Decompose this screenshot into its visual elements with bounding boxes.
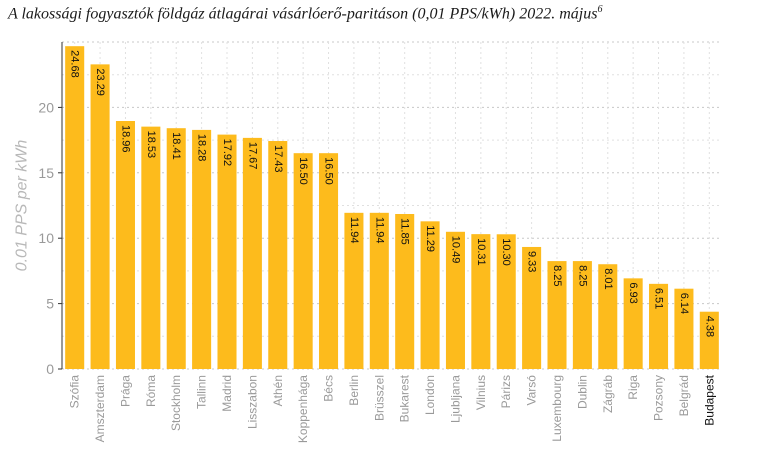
x-tick-label: Ljubljana: [448, 375, 462, 423]
value-label: 8.25: [551, 265, 563, 286]
labels: 24.68 Szófia 23.29 Amszterdam 18.96 Prága 18.5…: [14, 50, 717, 443]
bar-Zágráb: [598, 264, 618, 369]
value-label: 16.50: [323, 157, 335, 185]
bar-Koppenhága: [293, 153, 313, 369]
x-tick-label: Bukarest: [398, 374, 412, 422]
x-tick-label: Tallinn: [195, 375, 209, 409]
y-tick-label: 20: [38, 99, 54, 115]
bar-Amszterdam: [90, 64, 110, 370]
x-tick-label: Koppenhága: [296, 375, 310, 443]
value-label: 17.43: [272, 145, 284, 173]
bar-Riga: [623, 278, 643, 369]
grid: [62, 41, 722, 370]
x-tick-label: Amszterdam: [93, 375, 107, 442]
value-label: 23.29: [94, 68, 106, 96]
value-label: 18.41: [170, 132, 182, 160]
x-tick-label: Szófia: [68, 375, 82, 409]
bar-Párizs: [496, 234, 516, 369]
bar-Varsó: [522, 246, 542, 369]
x-tick-label: Athén: [271, 375, 285, 406]
x-tick-label: Párizs: [499, 375, 513, 408]
x-tick-label: Varsó: [525, 375, 539, 406]
y-tick-label: 15: [38, 165, 54, 181]
value-label: 17.92: [221, 139, 233, 167]
bar-Róma: [141, 126, 161, 370]
x-tick-label: Pozsony: [652, 375, 666, 421]
value-label: 10.31: [475, 238, 487, 266]
x-tick-label: Stockholm: [169, 375, 183, 431]
y-tick-label: 5: [46, 296, 54, 312]
x-tick-label: Brüsszel: [372, 375, 386, 421]
axes: [58, 42, 63, 370]
bar-Madrid: [217, 134, 237, 369]
bar-Tallinn: [192, 129, 212, 369]
chart-title-footnote-mark: 6: [597, 4, 603, 15]
value-label: 6.51: [653, 288, 665, 309]
chart-title-text: A lakossági fogyasztók földgáz átlagárai…: [8, 5, 598, 23]
bar-Pozsony: [649, 283, 669, 369]
bar-Bécs: [319, 153, 339, 369]
x-tick-label: London: [423, 375, 437, 415]
bar-Szófia: [65, 46, 85, 369]
value-label: 11.29: [424, 225, 436, 252]
bar-Ljubljana: [445, 231, 465, 369]
bar-Dublin: [572, 261, 592, 369]
x-tick-label: Vilnius: [474, 375, 488, 410]
y-axis-title: 0.01 PPS per kWh: [14, 140, 31, 272]
x-tick-label: Berlin: [347, 375, 361, 406]
x-tick-label: Dublin: [575, 375, 589, 409]
x-tick-label: Budapest: [702, 374, 716, 425]
bar-Vilnius: [471, 234, 491, 369]
value-label: 9.33: [526, 251, 538, 272]
value-label: 6.14: [678, 293, 690, 314]
bar-Athén: [268, 141, 288, 369]
x-tick-label: Luxembourg: [550, 375, 564, 442]
y-tick-label: 0: [46, 361, 54, 377]
value-label: 10.30: [500, 238, 512, 266]
bar-Berlin: [344, 212, 364, 369]
bar-Stockholm: [166, 128, 186, 369]
chart-title: A lakossági fogyasztók földgáz átlagárai…: [8, 4, 753, 23]
value-label: 11.85: [399, 218, 411, 245]
bar-Belgrád: [674, 288, 694, 369]
x-tick-label: Róma: [144, 375, 158, 407]
bar-Luxembourg: [547, 261, 567, 369]
bar-Bukarest: [395, 214, 415, 369]
bar-Brüsszel: [369, 212, 389, 369]
bar-London: [420, 221, 440, 369]
value-label: 24.68: [69, 50, 81, 78]
x-tick-label: Madrid: [220, 375, 234, 412]
value-label: 6.93: [627, 282, 639, 303]
x-tick-label: Zágráb: [601, 375, 615, 413]
x-tick-label: Riga: [626, 375, 640, 400]
bar-Prága: [115, 121, 135, 369]
x-tick-label: Prága: [118, 375, 132, 407]
value-label: 11.94: [373, 217, 385, 244]
x-tick-label: Bécs: [322, 375, 336, 402]
bars: [65, 46, 719, 370]
value-label: 18.53: [145, 131, 157, 159]
y-tick-label: 10: [38, 230, 54, 246]
value-label: 8.01: [602, 268, 614, 289]
x-tick-label: Belgrád: [677, 375, 691, 416]
bar-Lisszabon: [242, 137, 262, 369]
x-tick-label: Lisszabon: [245, 375, 259, 429]
value-label: 17.67: [246, 142, 258, 170]
value-label: 16.50: [297, 157, 309, 185]
value-label: 8.25: [576, 265, 588, 286]
value-label: 10.49: [449, 236, 461, 264]
value-label: 11.94: [348, 217, 360, 244]
value-label: 4.38: [703, 316, 715, 337]
value-label: 18.28: [196, 134, 208, 162]
bar-Budapest: [699, 311, 719, 369]
value-label: 18.96: [119, 125, 131, 153]
